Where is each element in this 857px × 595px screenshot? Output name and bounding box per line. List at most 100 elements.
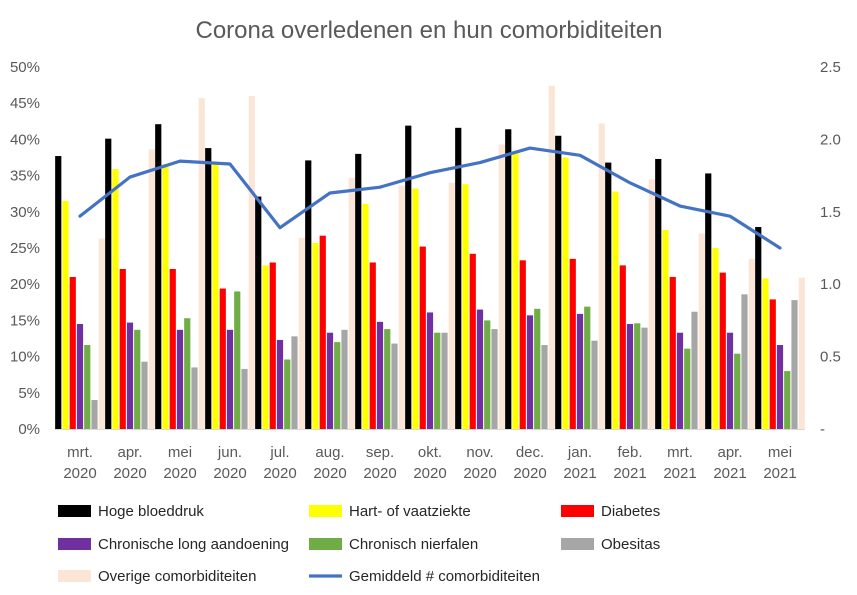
bar (541, 345, 548, 429)
bar (276, 339, 284, 429)
left-axis-tick-label: 35% (10, 168, 40, 185)
x-tick-label: aug. (315, 444, 344, 461)
bar (112, 169, 119, 429)
x-tick-label: 2020 (313, 465, 346, 482)
bar (784, 371, 791, 429)
bar (455, 127, 462, 429)
bar (669, 276, 676, 429)
legend: Hoge bloeddruk Hart- of vaatziekte Diabete… (58, 503, 660, 585)
right-axis-tick-label: - (820, 421, 825, 438)
bar (498, 144, 505, 429)
bar (584, 306, 591, 429)
legend-swatch (58, 538, 91, 550)
bar (198, 98, 205, 429)
left-axis-tick-label: 25% (10, 240, 40, 257)
bar (769, 299, 776, 429)
left-axis: 0% 5% 10% 15% 20% 25% 30% 35% 40% 45% 50% (10, 59, 40, 438)
bar (576, 313, 584, 429)
x-tick-label: jan. (567, 444, 592, 461)
bar (619, 265, 626, 429)
x-tick-label: 2021 (613, 465, 646, 482)
bar (519, 260, 526, 429)
bar (91, 400, 98, 429)
average-line (78, 146, 782, 250)
bar (305, 160, 312, 429)
bar (312, 242, 319, 429)
bar (605, 162, 612, 429)
bar (155, 124, 162, 429)
legend-label: Hoge bloeddruk (98, 503, 204, 520)
bar (612, 191, 619, 429)
x-tick-label: apr. (717, 444, 742, 461)
bar (719, 272, 726, 429)
bar (76, 324, 84, 429)
bar (626, 324, 634, 429)
bar (234, 291, 241, 429)
bar (205, 148, 212, 429)
bar (691, 311, 698, 429)
x-tick-label: 2020 (213, 465, 246, 482)
bar (712, 248, 719, 429)
left-axis-tick-label: 50% (10, 59, 40, 76)
bar (562, 157, 569, 429)
legend-swatch (58, 505, 91, 517)
bar (55, 156, 62, 430)
bar (434, 332, 441, 429)
legend-label: Chronische long aandoening (98, 536, 289, 553)
bar (62, 200, 69, 429)
legend-swatch (309, 538, 342, 550)
bar (412, 188, 419, 429)
series-line (78, 146, 782, 250)
bar (534, 308, 541, 429)
bar (762, 278, 769, 429)
bar (369, 262, 376, 429)
x-tick-label: 2021 (663, 465, 696, 482)
x-tick-label: jun. (217, 444, 242, 461)
legend-label: Chronisch nierfalen (349, 536, 478, 553)
bar (555, 135, 562, 429)
bar (262, 265, 269, 429)
right-axis-tick-label: 1.0 (820, 276, 841, 293)
left-axis-tick-label: 10% (10, 349, 40, 366)
legend-label: Hart- of vaatziekte (349, 503, 471, 520)
bar (341, 329, 348, 429)
right-axis-tick-label: 2.5 (820, 59, 841, 76)
x-tick-label: 2020 (463, 465, 496, 482)
legend-label: Obesitas (601, 536, 660, 553)
left-axis-tick-label: 5% (18, 385, 40, 402)
legend-swatch (561, 505, 594, 517)
bar (319, 235, 326, 429)
bars (55, 85, 805, 430)
right-axis-tick-label: 1.5 (820, 204, 841, 221)
bar (419, 246, 426, 429)
bar (241, 368, 248, 429)
bar (655, 158, 662, 429)
x-tick-label: 2021 (763, 465, 796, 482)
bar (662, 229, 669, 429)
bar (526, 315, 534, 429)
x-axis: mrt. 2020 apr. 2020 mei 2020 jun. 2020 jul. 2020 a… (63, 444, 796, 482)
x-tick-label: 2020 (263, 465, 296, 482)
x-tick-label: feb. (617, 444, 642, 461)
bar (548, 85, 555, 429)
bar (484, 320, 491, 429)
bar (741, 294, 748, 429)
bar (84, 345, 91, 429)
bar (748, 258, 755, 429)
bar (405, 125, 412, 429)
x-tick-label: 2020 (413, 465, 446, 482)
bar (141, 361, 148, 429)
bar (226, 329, 234, 429)
bar (134, 329, 141, 429)
right-axis-tick-label: 0.5 (820, 349, 841, 366)
bar (334, 342, 341, 429)
bar (105, 138, 112, 429)
bar (255, 196, 262, 429)
bar (726, 332, 734, 429)
bar (648, 179, 655, 429)
bar (184, 318, 191, 429)
x-tick-label: mrt. (667, 444, 693, 461)
bar (219, 288, 226, 429)
x-tick-label: mei (168, 444, 192, 461)
legend-swatch (309, 505, 342, 517)
